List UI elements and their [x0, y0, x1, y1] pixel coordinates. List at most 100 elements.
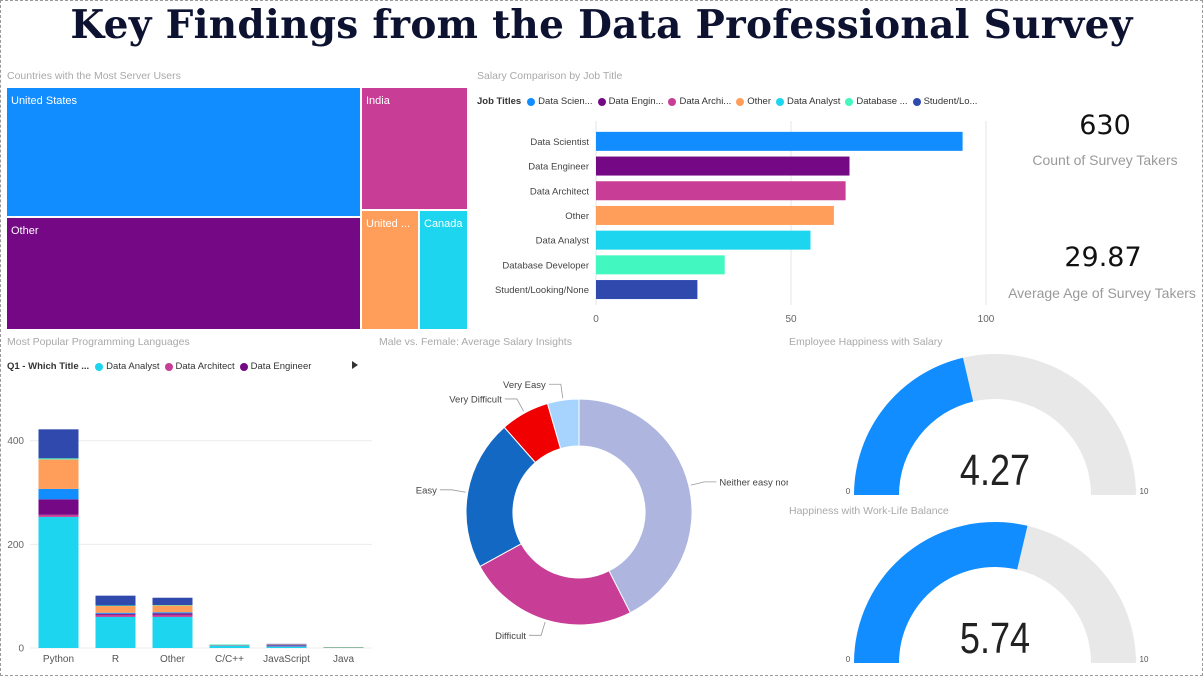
- legend-next-arrow-icon[interactable]: [352, 361, 358, 369]
- bar-segment-c-c-3: [209, 645, 250, 646]
- legend-dot: [668, 97, 677, 106]
- donut-leader-line: [690, 481, 717, 486]
- donut-leader-line: [439, 489, 466, 493]
- treemap-cell-india[interactable]: India: [361, 87, 468, 210]
- bar-segment-other-1: [152, 614, 193, 617]
- legend-dot: [239, 362, 248, 371]
- languages-chart-title: Most Popular Programming Languages: [7, 336, 190, 348]
- category-label-c-c: C/C++: [215, 654, 244, 665]
- x-tick-label: 100: [978, 314, 995, 325]
- bar-student-looking-none: [596, 280, 698, 300]
- bar-segment-r-3: [95, 612, 136, 614]
- x-tick-label: 0: [593, 314, 599, 325]
- languages-legend-title: Q1 - Which Title ...: [7, 361, 90, 372]
- donut-leader-line: [529, 621, 546, 636]
- bar-segment-java-4: [323, 646, 364, 648]
- bar-segment-python-3: [38, 488, 79, 500]
- average-age-value: 29.87: [1064, 242, 1142, 273]
- y-tick-label: 200: [7, 540, 24, 551]
- bar-segment-r-0: [95, 616, 136, 648]
- salary-legend-item[interactable]: Data Analyst: [776, 96, 840, 107]
- category-label-data-engineer: Data Engineer: [528, 162, 589, 173]
- bar-segment-other-2: [152, 613, 193, 615]
- bar-segment-python-6: [38, 429, 79, 459]
- treemap-cell-united-kingdom[interactable]: United ...: [361, 210, 419, 330]
- gauge-fill: [854, 357, 974, 495]
- bar-segment-other-3: [152, 612, 193, 614]
- salary-happiness-gauge: 4.27 0 10: [846, 354, 1149, 496]
- category-label-other: Other: [565, 211, 589, 222]
- bar-segment-python-4: [38, 459, 79, 489]
- category-label-data-analyst: Data Analyst: [536, 236, 590, 247]
- gauge-fill: [854, 522, 1028, 663]
- donut-label-neither-easy-nor-diffic: Neither easy nor diffic...: [719, 477, 788, 488]
- legend-label: Student/Lo...: [923, 96, 978, 107]
- salary-legend-item[interactable]: Data Archi...: [668, 96, 731, 107]
- legend-label: Data Scien...: [538, 96, 593, 107]
- treemap-cell-canada[interactable]: Canada: [419, 210, 468, 330]
- legend-dot: [597, 97, 606, 106]
- donut-slice-very-easy: [546, 398, 580, 450]
- legend-dot: [164, 362, 173, 371]
- worklife-happiness-gauge: 5.74 0 10: [846, 522, 1149, 664]
- salary-bar-chart: 0 50 100 Data Scientist Data Engineer Data Ar…: [495, 121, 995, 325]
- bar-segment-other-4: [152, 605, 193, 613]
- category-label-data-scientist: Data Scientist: [530, 137, 589, 148]
- languages-legend-item[interactable]: Data Engineer: [239, 361, 311, 372]
- bar-segment-other-6: [152, 597, 193, 605]
- bar-segment-r-5: [95, 605, 136, 607]
- category-label-database-developer: Database Developer: [502, 260, 589, 271]
- gauge-value: 5.74: [960, 614, 1030, 663]
- legend-dot: [736, 97, 745, 106]
- bar-segment-javascript-6: [266, 643, 307, 645]
- bar-data-engineer: [596, 156, 850, 176]
- languages-legend-item[interactable]: Data Architect: [164, 361, 235, 372]
- legend-label: Data Architect: [175, 361, 235, 372]
- donut-slice-neither-easy-nor-diffic: [578, 398, 693, 614]
- legend-label: Database ...: [856, 96, 908, 107]
- donut-leader-line: [504, 398, 524, 412]
- salary-legend-title: Job Titles: [477, 96, 522, 107]
- salary-legend-item[interactable]: Database ...: [845, 96, 908, 107]
- treemap-cell-united-states[interactable]: United States: [6, 87, 361, 217]
- salary-legend-item[interactable]: Data Scien...: [527, 96, 593, 107]
- bar-data-analyst: [596, 230, 811, 250]
- bar-segment-r-6: [95, 595, 136, 606]
- bar-segment-python-2: [38, 499, 79, 515]
- bar-data-architect: [596, 181, 846, 201]
- bar-segment-r-2: [95, 613, 136, 615]
- category-label-other: Other: [160, 654, 186, 665]
- gauge-salary-title: Employee Happiness with Salary: [789, 336, 943, 348]
- category-label-r: R: [112, 654, 119, 665]
- donut-leader-line: [548, 383, 564, 399]
- languages-legend: Q1 - Which Title ... Data Analyst Data A…: [7, 361, 316, 372]
- salary-legend-item[interactable]: Other: [736, 96, 771, 107]
- bar-segment-c-c-4: [209, 644, 250, 646]
- languages-legend-item[interactable]: Data Analyst: [95, 361, 160, 372]
- gauge-max-label: 10: [1140, 487, 1149, 496]
- y-tick-label: 0: [18, 644, 24, 655]
- treemap-cell-other[interactable]: Other: [6, 217, 361, 330]
- bar-segment-javascript-1: [266, 645, 307, 647]
- y-tick-label: 400: [7, 436, 24, 447]
- legend-dot: [95, 362, 104, 371]
- gauge-value: 4.27: [960, 446, 1030, 495]
- donut-label-very-easy: Very Easy: [503, 380, 546, 391]
- gauge-max-label: 10: [1140, 655, 1149, 664]
- category-label-java: Java: [333, 654, 355, 665]
- count-survey-takers-value: 630: [1079, 110, 1131, 141]
- salary-legend-item[interactable]: Data Engin...: [597, 96, 663, 107]
- donut-label-very-difficult: Very Difficult: [449, 394, 502, 405]
- average-age-label: Average Age of Survey Takers: [1008, 285, 1196, 301]
- category-label-python: Python: [43, 654, 74, 665]
- bar-segment-javascript-4: [266, 644, 307, 645]
- salary-legend: Job Titles Data Scien... Data Engin... D…: [477, 96, 982, 107]
- gauge-worklife-title: Happiness with Work-Life Balance: [789, 505, 949, 517]
- bar-segment-python-1: [38, 514, 79, 517]
- bar-database-developer: [596, 255, 725, 275]
- treemap-title: Countries with the Most Server Users: [7, 70, 181, 82]
- salary-legend-item[interactable]: Student/Lo...: [912, 96, 978, 107]
- country-treemap: United States Other India United ... Can…: [6, 87, 468, 330]
- gauge-min-label: 0: [846, 655, 851, 664]
- languages-stacked-bar-chart: 0 200 400 Python R Other C/C++ JavaScript Java: [7, 429, 372, 665]
